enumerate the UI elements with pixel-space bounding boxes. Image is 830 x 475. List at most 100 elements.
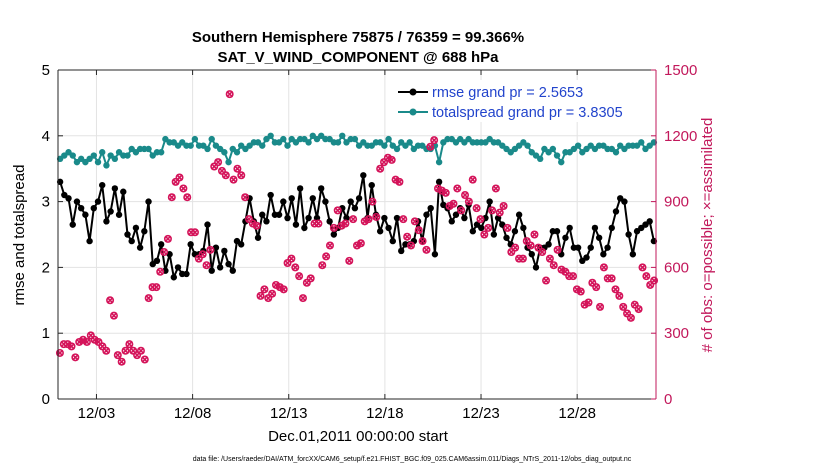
data-point-rmse: [254, 234, 262, 241]
data-point-rmse: [351, 204, 359, 212]
data-point-obs-possible: [376, 164, 385, 173]
data-point-obs-possible: [507, 248, 516, 257]
data-point-totalspread: [612, 149, 620, 156]
data-point-obs-possible: [615, 291, 624, 300]
data-point-obs-assimilated: [600, 264, 608, 271]
data-point-obs-possible: [453, 184, 462, 193]
data-point-obs-assimilated: [392, 176, 399, 184]
data-point-obs-assimilated: [361, 217, 369, 225]
y-tick-label-right: 300: [664, 325, 689, 342]
data-point-obs-assimilated: [153, 283, 160, 291]
data-point-obs-assimilated: [399, 215, 407, 223]
data-point-rmse: [322, 198, 329, 205]
data-point-obs-possible: [256, 291, 265, 300]
data-point-obs-possible: [422, 245, 431, 254]
data-point-obs-possible: [333, 206, 342, 215]
data-point-obs-assimilated: [365, 215, 372, 223]
data-point-obs-assimilated: [307, 275, 315, 282]
data-point-rmse: [355, 195, 363, 202]
data-point-rmse: [545, 241, 552, 248]
data-point-rmse: [520, 224, 527, 232]
data-point-obs-possible: [611, 285, 620, 294]
data-point-obs-possible: [584, 298, 593, 307]
data-point-obs-possible: [156, 267, 165, 276]
x-tick-label: 12/18: [366, 405, 404, 422]
data-point-obs-assimilated: [330, 224, 338, 232]
data-point-rmse: [141, 228, 148, 235]
chart-title: Southern Hemisphere 75875 / 76359 = 99.3…: [192, 29, 524, 46]
data-point-obs-possible: [171, 177, 180, 186]
data-point-obs-assimilated: [484, 224, 492, 232]
data-point-obs-assimilated: [372, 213, 380, 221]
data-point-obs-assimilated: [642, 272, 650, 280]
data-point-rmse: [503, 234, 510, 241]
data-point-rmse: [86, 237, 93, 245]
data-point-obs-possible: [530, 230, 539, 239]
data-point-obs-assimilated: [496, 209, 504, 216]
data-point-obs-assimilated: [326, 242, 334, 249]
data-point-obs-possible: [113, 351, 122, 360]
data-point-totalspread: [99, 149, 106, 156]
data-point-obs-assimilated: [403, 233, 411, 241]
data-point-obs-possible: [125, 340, 134, 349]
data-point-obs-possible: [626, 313, 635, 322]
data-point-obs-possible: [167, 193, 176, 202]
data-point-obs-assimilated: [318, 261, 326, 269]
data-point-obs-assimilated: [214, 158, 222, 166]
data-point-obs-possible: [210, 162, 219, 171]
data-point-obs-possible: [488, 206, 497, 215]
data-point-rmse: [452, 211, 460, 218]
data-point-obs-assimilated: [342, 220, 349, 227]
data-point-obs-possible: [638, 263, 647, 272]
data-point-rmse: [604, 244, 611, 251]
data-point-obs-possible: [356, 239, 365, 248]
data-point-rmse: [461, 214, 468, 222]
data-point-totalspread: [111, 155, 119, 163]
data-point-obs-possible: [511, 243, 520, 252]
data-point-obs-assimilated: [338, 222, 345, 230]
data-point-rmse: [225, 260, 232, 268]
data-point-obs-possible: [410, 217, 419, 226]
data-point-obs-assimilated: [419, 237, 426, 245]
data-point-obs-assimilated: [237, 171, 245, 179]
data-point-obs-possible: [179, 184, 188, 193]
data-point-rmse: [157, 241, 165, 248]
data-point-obs-possible: [136, 346, 145, 355]
data-point-obs-possible: [322, 252, 331, 261]
data-point-rmse: [288, 195, 295, 202]
data-point-obs-possible: [82, 337, 91, 346]
data-point-obs-assimilated: [627, 314, 635, 322]
y-axis-label-left: rmse and totalspread: [11, 165, 28, 306]
data-point-obs-possible: [650, 276, 659, 285]
data-point-obs-possible: [387, 155, 396, 164]
data-point-obs-possible: [98, 342, 107, 351]
data-point-rmse: [393, 214, 401, 222]
data-point-obs-possible: [449, 199, 458, 208]
data-point-totalspread: [208, 135, 215, 143]
data-point-obs-assimilated: [102, 347, 110, 355]
data-point-obs-assimilated: [596, 303, 604, 311]
data-point-rmse: [204, 221, 211, 228]
data-point-obs-possible: [102, 346, 111, 355]
y-tick-label-left: 2: [42, 259, 50, 276]
data-point-obs-possible: [538, 248, 547, 257]
data-point-obs-possible: [646, 280, 655, 289]
data-point-obs-assimilated: [384, 154, 392, 162]
data-point-rmse: [629, 251, 637, 258]
data-point-obs-possible: [588, 278, 597, 287]
data-point-obs-possible: [55, 348, 64, 357]
data-point-rmse: [82, 211, 89, 218]
data-point-obs-assimilated: [114, 351, 122, 359]
data-point-rmse: [120, 188, 127, 195]
data-point-obs-assimilated: [288, 255, 295, 262]
data-point-obs-assimilated: [168, 193, 176, 201]
data-point-obs-assimilated: [492, 185, 500, 192]
data-point-rmse: [591, 224, 599, 232]
data-point-obs-assimilated: [199, 250, 207, 258]
data-point-obs-possible: [418, 237, 427, 246]
data-point-rmse: [515, 211, 523, 218]
data-point-obs-assimilated: [450, 200, 457, 208]
data-point-totalspread: [187, 142, 194, 149]
data-point-rmse: [111, 185, 119, 192]
